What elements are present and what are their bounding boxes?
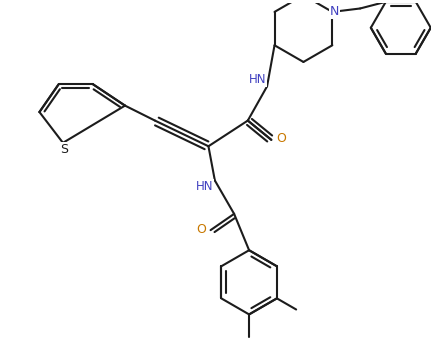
Text: S: S	[60, 143, 68, 156]
Text: O: O	[276, 133, 286, 145]
Text: N: N	[330, 5, 339, 17]
Text: HN: HN	[249, 73, 266, 86]
Text: O: O	[196, 223, 206, 236]
Text: HN: HN	[195, 180, 213, 193]
